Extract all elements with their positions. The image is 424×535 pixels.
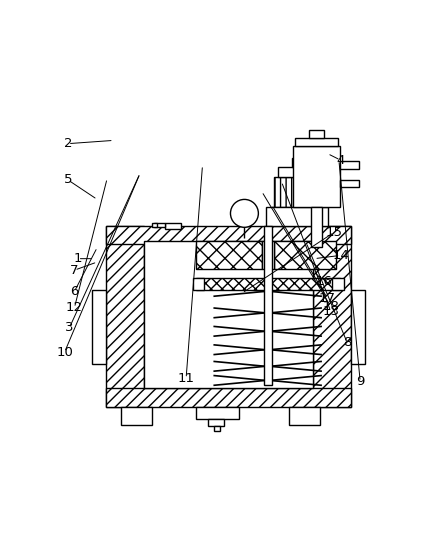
Bar [264,226,272,385]
Text: 6: 6 [70,285,78,298]
Bar [192,278,204,290]
Bar [165,223,181,229]
Bar [351,290,365,364]
Bar [293,146,340,207]
Bar [196,241,262,269]
Text: 5: 5 [64,173,72,186]
Bar [340,180,359,187]
Bar [145,241,312,388]
Bar [340,161,359,169]
Text: 17: 17 [319,292,336,304]
Bar [106,226,145,407]
Bar [121,407,152,425]
Bar [196,407,239,419]
Bar [274,177,321,207]
Text: 10: 10 [56,346,73,359]
Bar [214,426,220,431]
Bar [278,167,316,177]
Bar [154,223,165,227]
Circle shape [231,200,258,227]
Bar [289,407,321,425]
Bar [292,158,303,167]
Bar [311,207,322,247]
Bar [106,226,351,244]
Text: 4: 4 [336,154,345,166]
Text: 2: 2 [64,137,72,150]
Bar [152,223,157,227]
Text: 12: 12 [66,301,83,315]
Bar [312,226,351,407]
Bar [92,290,106,364]
Text: 11: 11 [178,372,195,385]
Text: 9: 9 [356,376,365,388]
Text: 16: 16 [315,275,332,288]
Text: 18: 18 [322,300,339,313]
Text: 1: 1 [73,252,82,265]
Text: 13: 13 [322,305,339,318]
Text: 8: 8 [343,336,351,349]
Bar [295,138,338,146]
Bar [309,131,324,138]
Bar [208,419,223,426]
Bar [262,241,274,269]
Text: 3: 3 [65,321,74,334]
Text: 14: 14 [332,249,349,262]
Bar [106,388,351,407]
Text: 7: 7 [70,264,78,277]
Bar [196,278,340,290]
Text: 15: 15 [326,226,343,239]
Bar [266,207,328,226]
Bar [332,278,343,290]
Bar [274,241,336,269]
